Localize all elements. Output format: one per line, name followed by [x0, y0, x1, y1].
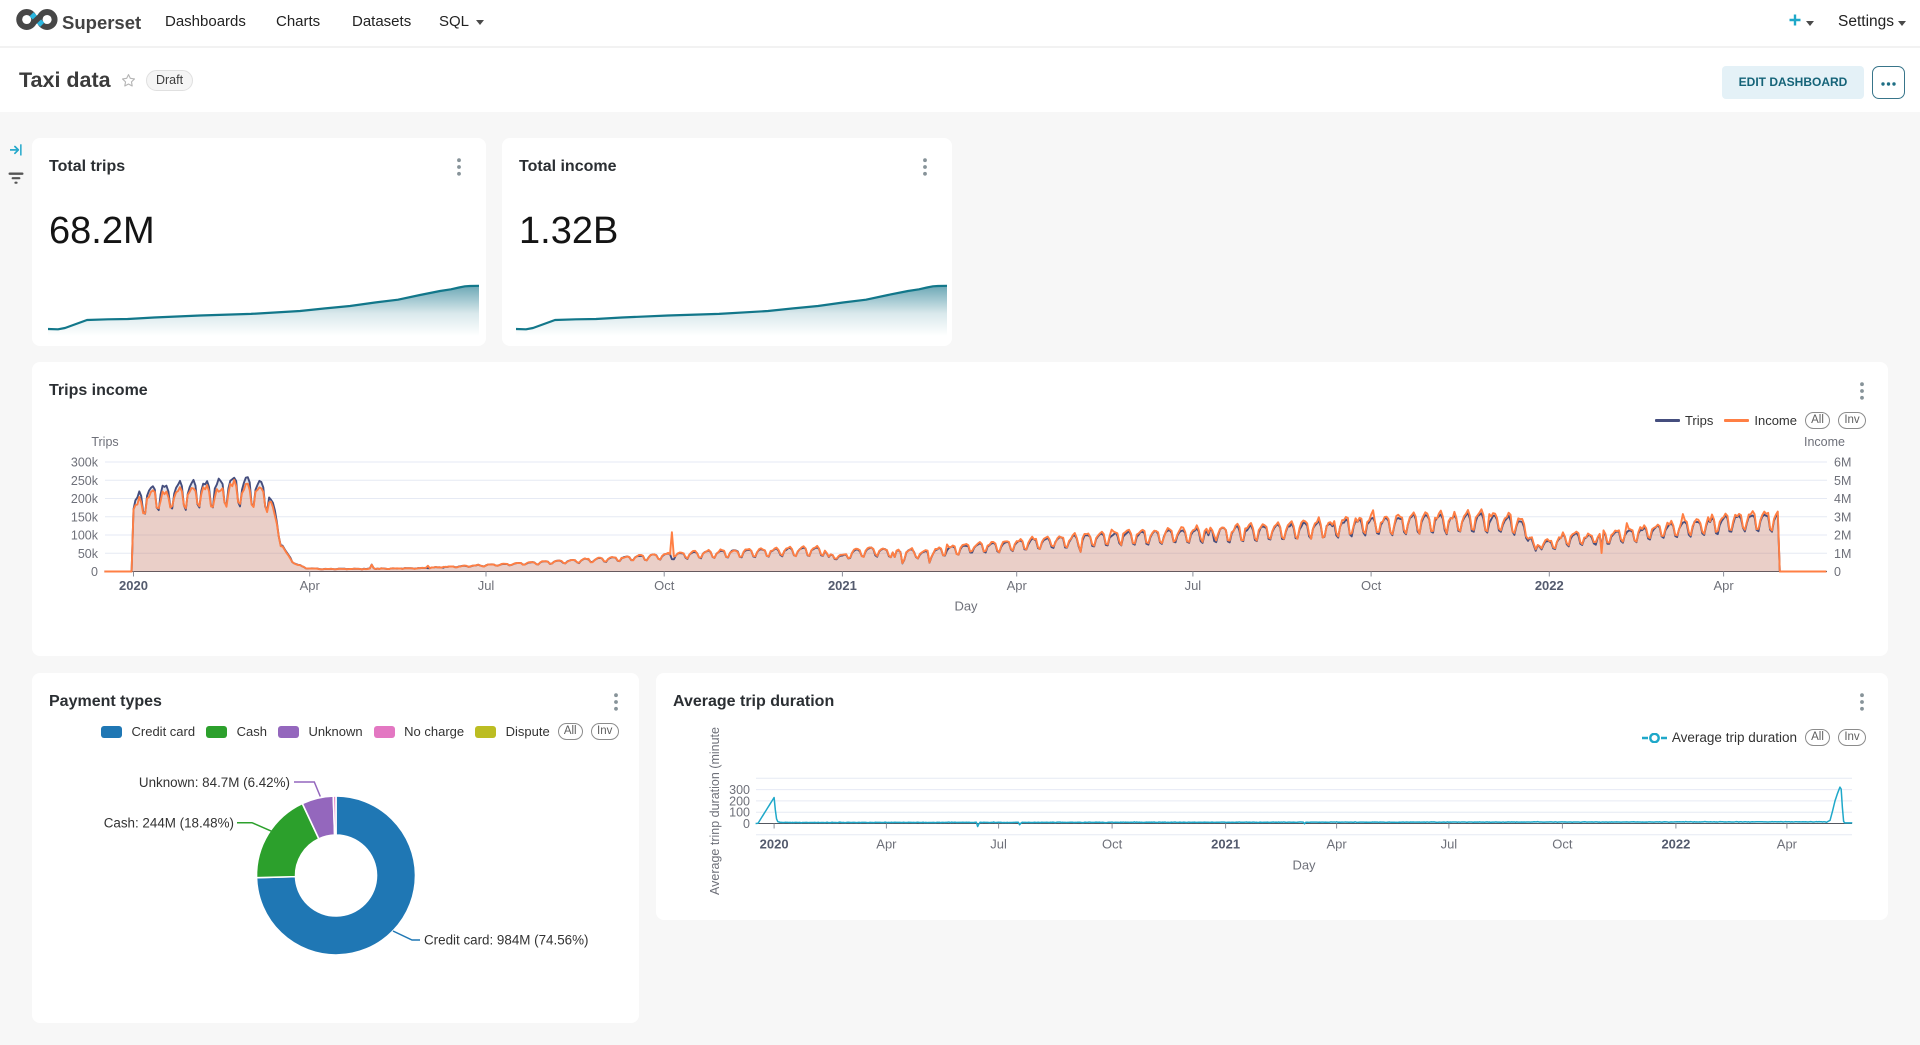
svg-text:250k: 250k — [71, 474, 99, 488]
svg-text:Credit card: 984M (74.56%): Credit card: 984M (74.56%) — [424, 933, 588, 948]
svg-text:Jul: Jul — [1441, 837, 1458, 852]
svg-text:Apr: Apr — [1777, 837, 1798, 852]
svg-text:200k: 200k — [71, 492, 99, 506]
svg-text:150k: 150k — [71, 510, 99, 524]
svg-text:Trips: Trips — [91, 435, 118, 449]
svg-text:Jul: Jul — [1185, 578, 1202, 593]
svg-text:Apr: Apr — [300, 578, 321, 593]
svg-text:Income: Income — [1804, 435, 1845, 449]
svg-text:Unknown: 84.7M (6.42%): Unknown: 84.7M (6.42%) — [139, 775, 290, 790]
svg-text:Day: Day — [1292, 858, 1316, 873]
svg-text:Jul: Jul — [478, 578, 495, 593]
svg-text:Apr: Apr — [1713, 578, 1734, 593]
svg-text:Jul: Jul — [990, 837, 1007, 852]
svg-text:Apr: Apr — [876, 837, 897, 852]
svg-text:Apr: Apr — [1007, 578, 1028, 593]
svg-text:Oct: Oct — [1552, 837, 1573, 852]
svg-text:Apr: Apr — [1326, 837, 1347, 852]
svg-text:Oct: Oct — [654, 578, 675, 593]
svg-text:200: 200 — [729, 794, 750, 808]
svg-text:100k: 100k — [71, 529, 99, 543]
svg-text:2M: 2M — [1834, 529, 1851, 543]
svg-text:2021: 2021 — [1211, 837, 1240, 852]
svg-text:4M: 4M — [1834, 492, 1851, 506]
svg-text:2022: 2022 — [1535, 578, 1564, 593]
svg-text:50k: 50k — [78, 547, 99, 561]
svg-text:2022: 2022 — [1661, 837, 1690, 852]
svg-text:2020: 2020 — [760, 837, 789, 852]
svg-text:Cash: 244M (18.48%): Cash: 244M (18.48%) — [104, 816, 234, 831]
svg-text:Oct: Oct — [1102, 837, 1123, 852]
svg-text:300k: 300k — [71, 456, 99, 470]
svg-text:6M: 6M — [1834, 456, 1851, 470]
svg-text:3M: 3M — [1834, 510, 1851, 524]
svg-text:Oct: Oct — [1361, 578, 1382, 593]
svg-text:0: 0 — [91, 565, 98, 579]
svg-text:0: 0 — [743, 817, 750, 831]
svg-text:2020: 2020 — [119, 578, 148, 593]
svg-text:5M: 5M — [1834, 474, 1851, 488]
svg-text:0: 0 — [1834, 565, 1841, 579]
svg-text:1M: 1M — [1834, 547, 1851, 561]
svg-text:100: 100 — [729, 806, 750, 820]
svg-text:Average trinp duration (minute: Average trinp duration (minute — [708, 727, 722, 895]
svg-text:300: 300 — [729, 783, 750, 797]
svg-text:Day: Day — [954, 599, 978, 614]
svg-text:2021: 2021 — [828, 578, 857, 593]
